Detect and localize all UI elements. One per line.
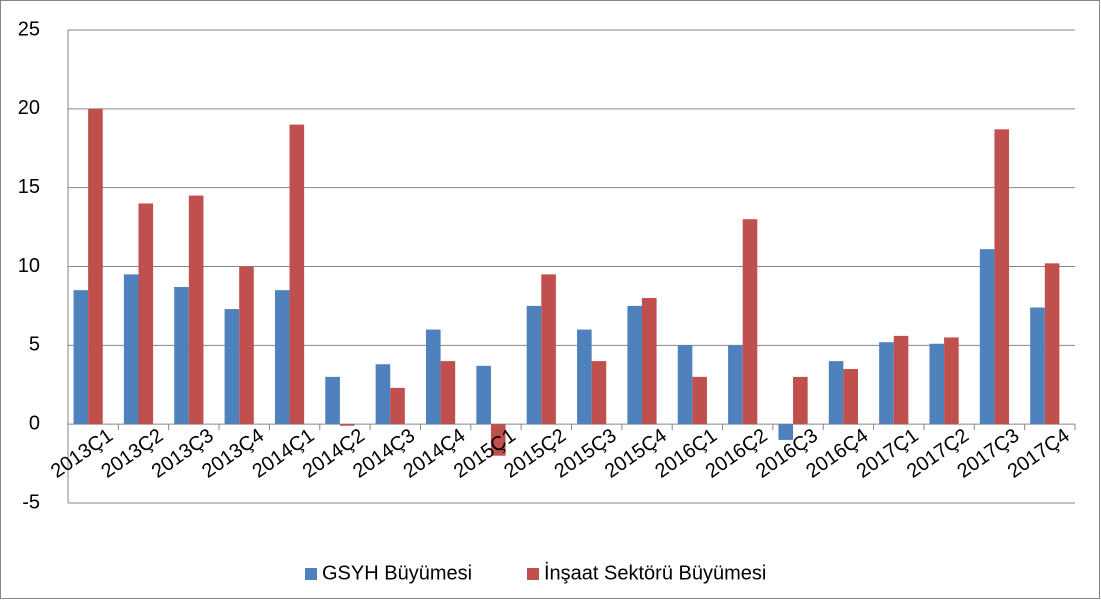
bar (541, 274, 556, 425)
bar (979, 249, 995, 425)
bar (793, 376, 808, 425)
bar (490, 424, 506, 456)
bar (73, 290, 89, 425)
y-tick-label: -5 (22, 491, 40, 513)
y-tick-label: 25 (18, 18, 40, 40)
bar (843, 368, 858, 425)
bar (390, 387, 405, 425)
bar (526, 305, 542, 425)
bar (123, 274, 139, 425)
bar (289, 124, 305, 425)
bar (476, 365, 491, 425)
bar (929, 343, 945, 425)
bar (274, 290, 290, 425)
bar (728, 345, 743, 425)
bar (692, 376, 707, 425)
y-tick-label: 5 (29, 334, 40, 356)
bar (1044, 263, 1060, 425)
bar (188, 195, 204, 425)
y-tick-label: 0 (29, 412, 40, 434)
bar (944, 337, 959, 425)
bar (627, 305, 642, 425)
bar (339, 424, 355, 426)
bar (174, 286, 189, 425)
legend-label: İnşaat Sektörü Büyümesi (544, 561, 766, 584)
bar (325, 376, 340, 425)
bar (1030, 307, 1045, 425)
legend-swatch (305, 568, 317, 580)
bar (440, 361, 456, 425)
bar (425, 329, 441, 425)
bar (742, 219, 758, 425)
bar (677, 345, 693, 425)
bar (828, 361, 844, 425)
bar (239, 266, 254, 425)
bar (88, 108, 103, 425)
bar (641, 298, 657, 425)
bar (893, 335, 909, 425)
legend-swatch (527, 568, 539, 580)
bar (138, 203, 154, 425)
legend-label: GSYH Büyümesi (322, 562, 472, 584)
y-tick-label: 20 (18, 97, 40, 119)
y-tick-label: 15 (18, 176, 40, 198)
bar (375, 364, 391, 425)
y-tick-label: 10 (18, 255, 40, 277)
bar (994, 129, 1010, 425)
bar (879, 342, 894, 425)
bar (778, 424, 794, 440)
bar (577, 329, 592, 425)
bar (224, 309, 240, 425)
bar (591, 361, 607, 425)
